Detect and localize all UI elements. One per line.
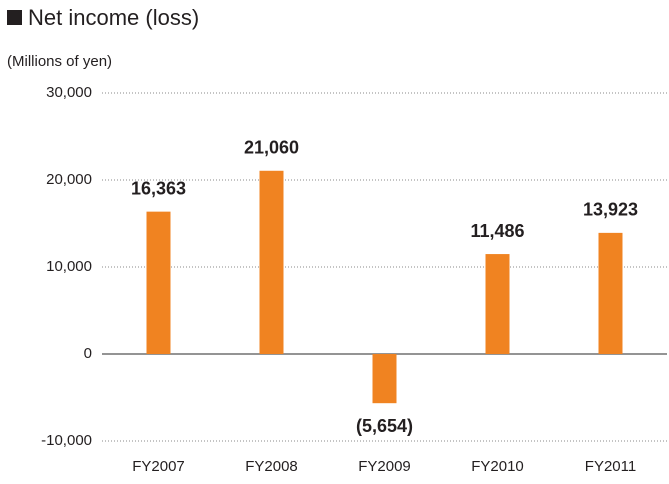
x-tick-label: FY2010 bbox=[471, 458, 524, 475]
bar bbox=[598, 232, 623, 354]
y-tick-label: 0 bbox=[84, 345, 92, 362]
chart-title: Net income (loss) bbox=[28, 5, 199, 30]
value-label: 13,923 bbox=[583, 200, 638, 220]
value-label: 21,060 bbox=[244, 138, 299, 158]
bar bbox=[146, 211, 171, 354]
x-tick-label: FY2007 bbox=[132, 458, 185, 475]
value-label: 16,363 bbox=[131, 178, 186, 198]
value-label: (5,654) bbox=[356, 416, 413, 436]
y-tick-label: -10,000 bbox=[41, 432, 92, 449]
title-marker bbox=[7, 10, 22, 25]
x-tick-label: FY2011 bbox=[585, 458, 636, 475]
y-tick-label: 10,000 bbox=[46, 258, 92, 275]
bar bbox=[259, 170, 284, 354]
x-tick-label: FY2009 bbox=[358, 458, 411, 475]
x-tick-label: FY2008 bbox=[245, 458, 298, 475]
y-tick-label: 30,000 bbox=[46, 84, 92, 101]
bar bbox=[372, 354, 397, 404]
y-axis-label: (Millions of yen) bbox=[7, 53, 112, 70]
value-label: 11,486 bbox=[470, 221, 524, 241]
y-tick-label: 20,000 bbox=[46, 171, 92, 188]
bar bbox=[485, 254, 510, 354]
